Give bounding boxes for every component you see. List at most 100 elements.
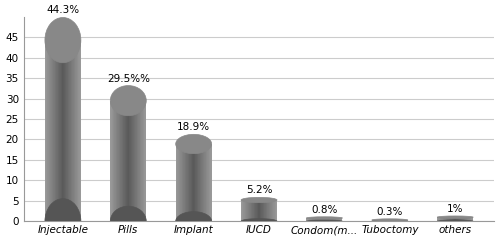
Bar bbox=[465, 217, 466, 221]
Bar bbox=[198, 144, 199, 221]
Bar bbox=[241, 200, 242, 221]
Bar bbox=[50, 40, 51, 221]
Bar bbox=[331, 218, 332, 221]
Bar bbox=[204, 144, 205, 221]
Bar bbox=[142, 101, 144, 221]
Bar bbox=[389, 220, 390, 221]
Bar bbox=[260, 200, 261, 221]
Bar bbox=[307, 218, 308, 221]
Bar bbox=[407, 220, 408, 221]
Bar bbox=[244, 200, 246, 221]
Bar bbox=[111, 101, 112, 221]
Bar bbox=[312, 218, 313, 221]
Bar bbox=[269, 200, 270, 221]
Bar bbox=[341, 218, 342, 221]
Ellipse shape bbox=[241, 219, 277, 224]
Bar bbox=[79, 40, 80, 221]
Bar bbox=[189, 144, 190, 221]
Bar bbox=[132, 101, 133, 221]
Bar bbox=[250, 200, 252, 221]
Bar bbox=[470, 217, 471, 221]
Bar bbox=[194, 144, 195, 221]
Bar bbox=[441, 217, 442, 221]
Bar bbox=[466, 217, 467, 221]
Bar bbox=[178, 144, 180, 221]
Bar bbox=[46, 40, 48, 221]
Ellipse shape bbox=[306, 220, 342, 222]
Bar bbox=[49, 40, 50, 221]
Bar bbox=[110, 101, 111, 221]
Bar bbox=[193, 144, 194, 221]
Bar bbox=[252, 200, 253, 221]
Bar bbox=[458, 217, 459, 221]
Bar bbox=[128, 101, 129, 221]
Bar bbox=[276, 200, 277, 221]
Bar bbox=[319, 218, 320, 221]
Bar bbox=[329, 218, 330, 221]
Bar bbox=[253, 200, 254, 221]
Bar bbox=[406, 220, 407, 221]
Bar bbox=[394, 220, 395, 221]
Bar bbox=[308, 218, 309, 221]
Bar bbox=[76, 40, 78, 221]
Bar bbox=[457, 217, 458, 221]
Bar bbox=[270, 200, 271, 221]
Bar bbox=[70, 40, 72, 221]
Bar bbox=[453, 217, 454, 221]
Bar bbox=[321, 218, 322, 221]
Bar bbox=[133, 101, 134, 221]
Bar bbox=[322, 218, 323, 221]
Bar bbox=[273, 200, 274, 221]
Bar bbox=[268, 200, 269, 221]
Bar bbox=[330, 218, 331, 221]
Bar bbox=[373, 220, 374, 221]
Ellipse shape bbox=[437, 216, 473, 218]
Bar bbox=[177, 144, 178, 221]
Bar bbox=[176, 144, 177, 221]
Bar bbox=[274, 200, 275, 221]
Bar bbox=[340, 218, 341, 221]
Bar bbox=[254, 200, 255, 221]
Bar bbox=[402, 220, 403, 221]
Bar bbox=[120, 101, 121, 221]
Bar bbox=[247, 200, 248, 221]
Bar bbox=[375, 220, 376, 221]
Bar bbox=[116, 101, 117, 221]
Bar bbox=[320, 218, 321, 221]
Bar bbox=[246, 200, 247, 221]
Bar bbox=[324, 218, 325, 221]
Bar bbox=[397, 220, 398, 221]
Bar bbox=[187, 144, 188, 221]
Bar bbox=[463, 217, 464, 221]
Bar bbox=[396, 220, 397, 221]
Bar bbox=[139, 101, 140, 221]
Bar bbox=[115, 101, 116, 221]
Ellipse shape bbox=[110, 86, 146, 116]
Bar bbox=[138, 101, 139, 221]
Ellipse shape bbox=[372, 220, 408, 222]
Bar bbox=[184, 144, 186, 221]
Bar bbox=[393, 220, 394, 221]
Bar bbox=[446, 217, 447, 221]
Bar bbox=[52, 40, 54, 221]
Bar bbox=[336, 218, 337, 221]
Bar bbox=[134, 101, 135, 221]
Bar bbox=[310, 218, 312, 221]
Bar bbox=[188, 144, 189, 221]
Bar bbox=[66, 40, 67, 221]
Bar bbox=[182, 144, 183, 221]
Bar bbox=[380, 220, 381, 221]
Bar bbox=[325, 218, 326, 221]
Bar bbox=[468, 217, 469, 221]
Bar bbox=[455, 217, 456, 221]
Bar bbox=[48, 40, 49, 221]
Bar bbox=[400, 220, 401, 221]
Bar bbox=[387, 220, 388, 221]
Bar bbox=[401, 220, 402, 221]
Text: 0.3%: 0.3% bbox=[376, 207, 403, 217]
Bar bbox=[333, 218, 334, 221]
Bar bbox=[141, 101, 142, 221]
Bar bbox=[460, 217, 461, 221]
Bar bbox=[383, 220, 384, 221]
Bar bbox=[384, 220, 385, 221]
